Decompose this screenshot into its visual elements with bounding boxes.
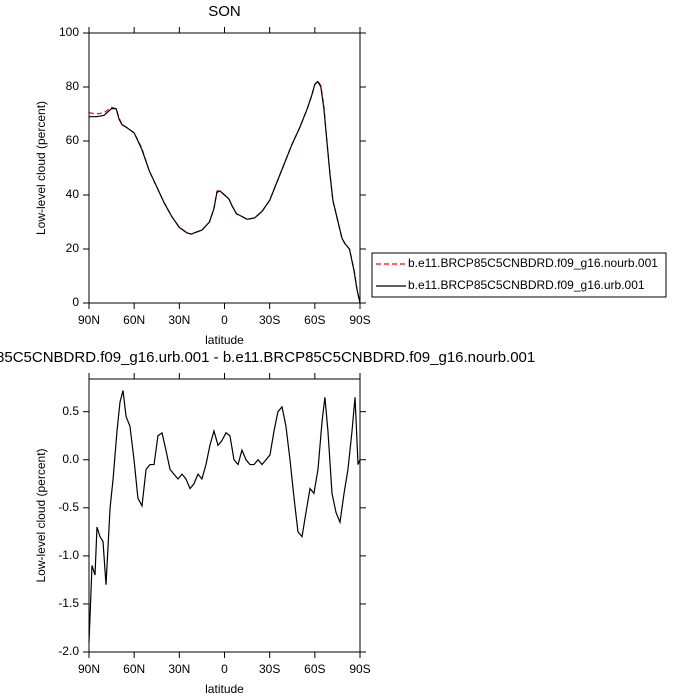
y-tick-label: -1.5: [58, 596, 79, 610]
plot-frame: [88, 32, 361, 304]
legend-label: b.e11.BRCP85C5CNBDRD.f09_g16.nourb.001: [408, 256, 658, 270]
plot-frame: [88, 378, 361, 653]
x-tick-label: 90N: [78, 313, 100, 327]
x-tick-label: 30N: [168, 313, 190, 327]
x-tick-label: 60S: [304, 313, 325, 327]
y-tick-label: 0: [72, 295, 79, 309]
x-tick-label: 60N: [123, 662, 145, 676]
x-axis-label: latitude: [205, 682, 244, 696]
legend-label: b.e11.BRCP85C5CNBDRD.f09_g16.urb.001: [408, 278, 645, 292]
x-tick-label: 0: [221, 313, 228, 327]
y-tick-label: -1.0: [58, 548, 79, 562]
y-tick-label: -2.0: [58, 644, 79, 658]
chart-title: SON: [208, 3, 241, 20]
y-tick-label: -0.5: [58, 500, 79, 514]
y-axis-label: Low-level cloud (percent): [34, 101, 48, 235]
chart-title: b.e11.BRCP85C5CNBDRD.f09_g16.urb.001 - b…: [0, 349, 535, 366]
x-tick-label: 60S: [304, 662, 325, 676]
x-tick-label: 0: [221, 662, 228, 676]
x-tick-label: 30N: [168, 662, 190, 676]
x-tick-label: 90N: [78, 662, 100, 676]
x-tick-label: 60N: [123, 313, 145, 327]
x-tick-label: 90S: [349, 662, 370, 676]
x-axis-label: latitude: [205, 333, 244, 347]
legend-box: [371, 252, 667, 298]
y-tick-label: 0.5: [62, 404, 79, 418]
y-tick-label: 60: [66, 133, 80, 147]
x-tick-label: 30S: [259, 313, 280, 327]
data-line: [88, 390, 361, 643]
y-tick-label: 20: [66, 241, 80, 255]
y-tick-label: 40: [66, 187, 80, 201]
y-tick-label: 100: [59, 25, 79, 39]
data-line: [88, 80, 361, 304]
y-axis-label: Low-level cloud (percent): [34, 448, 48, 582]
data-line: [89, 80, 361, 304]
y-tick-label: 0.0: [62, 452, 79, 466]
y-tick-label: 80: [66, 79, 80, 93]
x-tick-label: 90S: [349, 313, 370, 327]
x-tick-label: 30S: [259, 662, 280, 676]
